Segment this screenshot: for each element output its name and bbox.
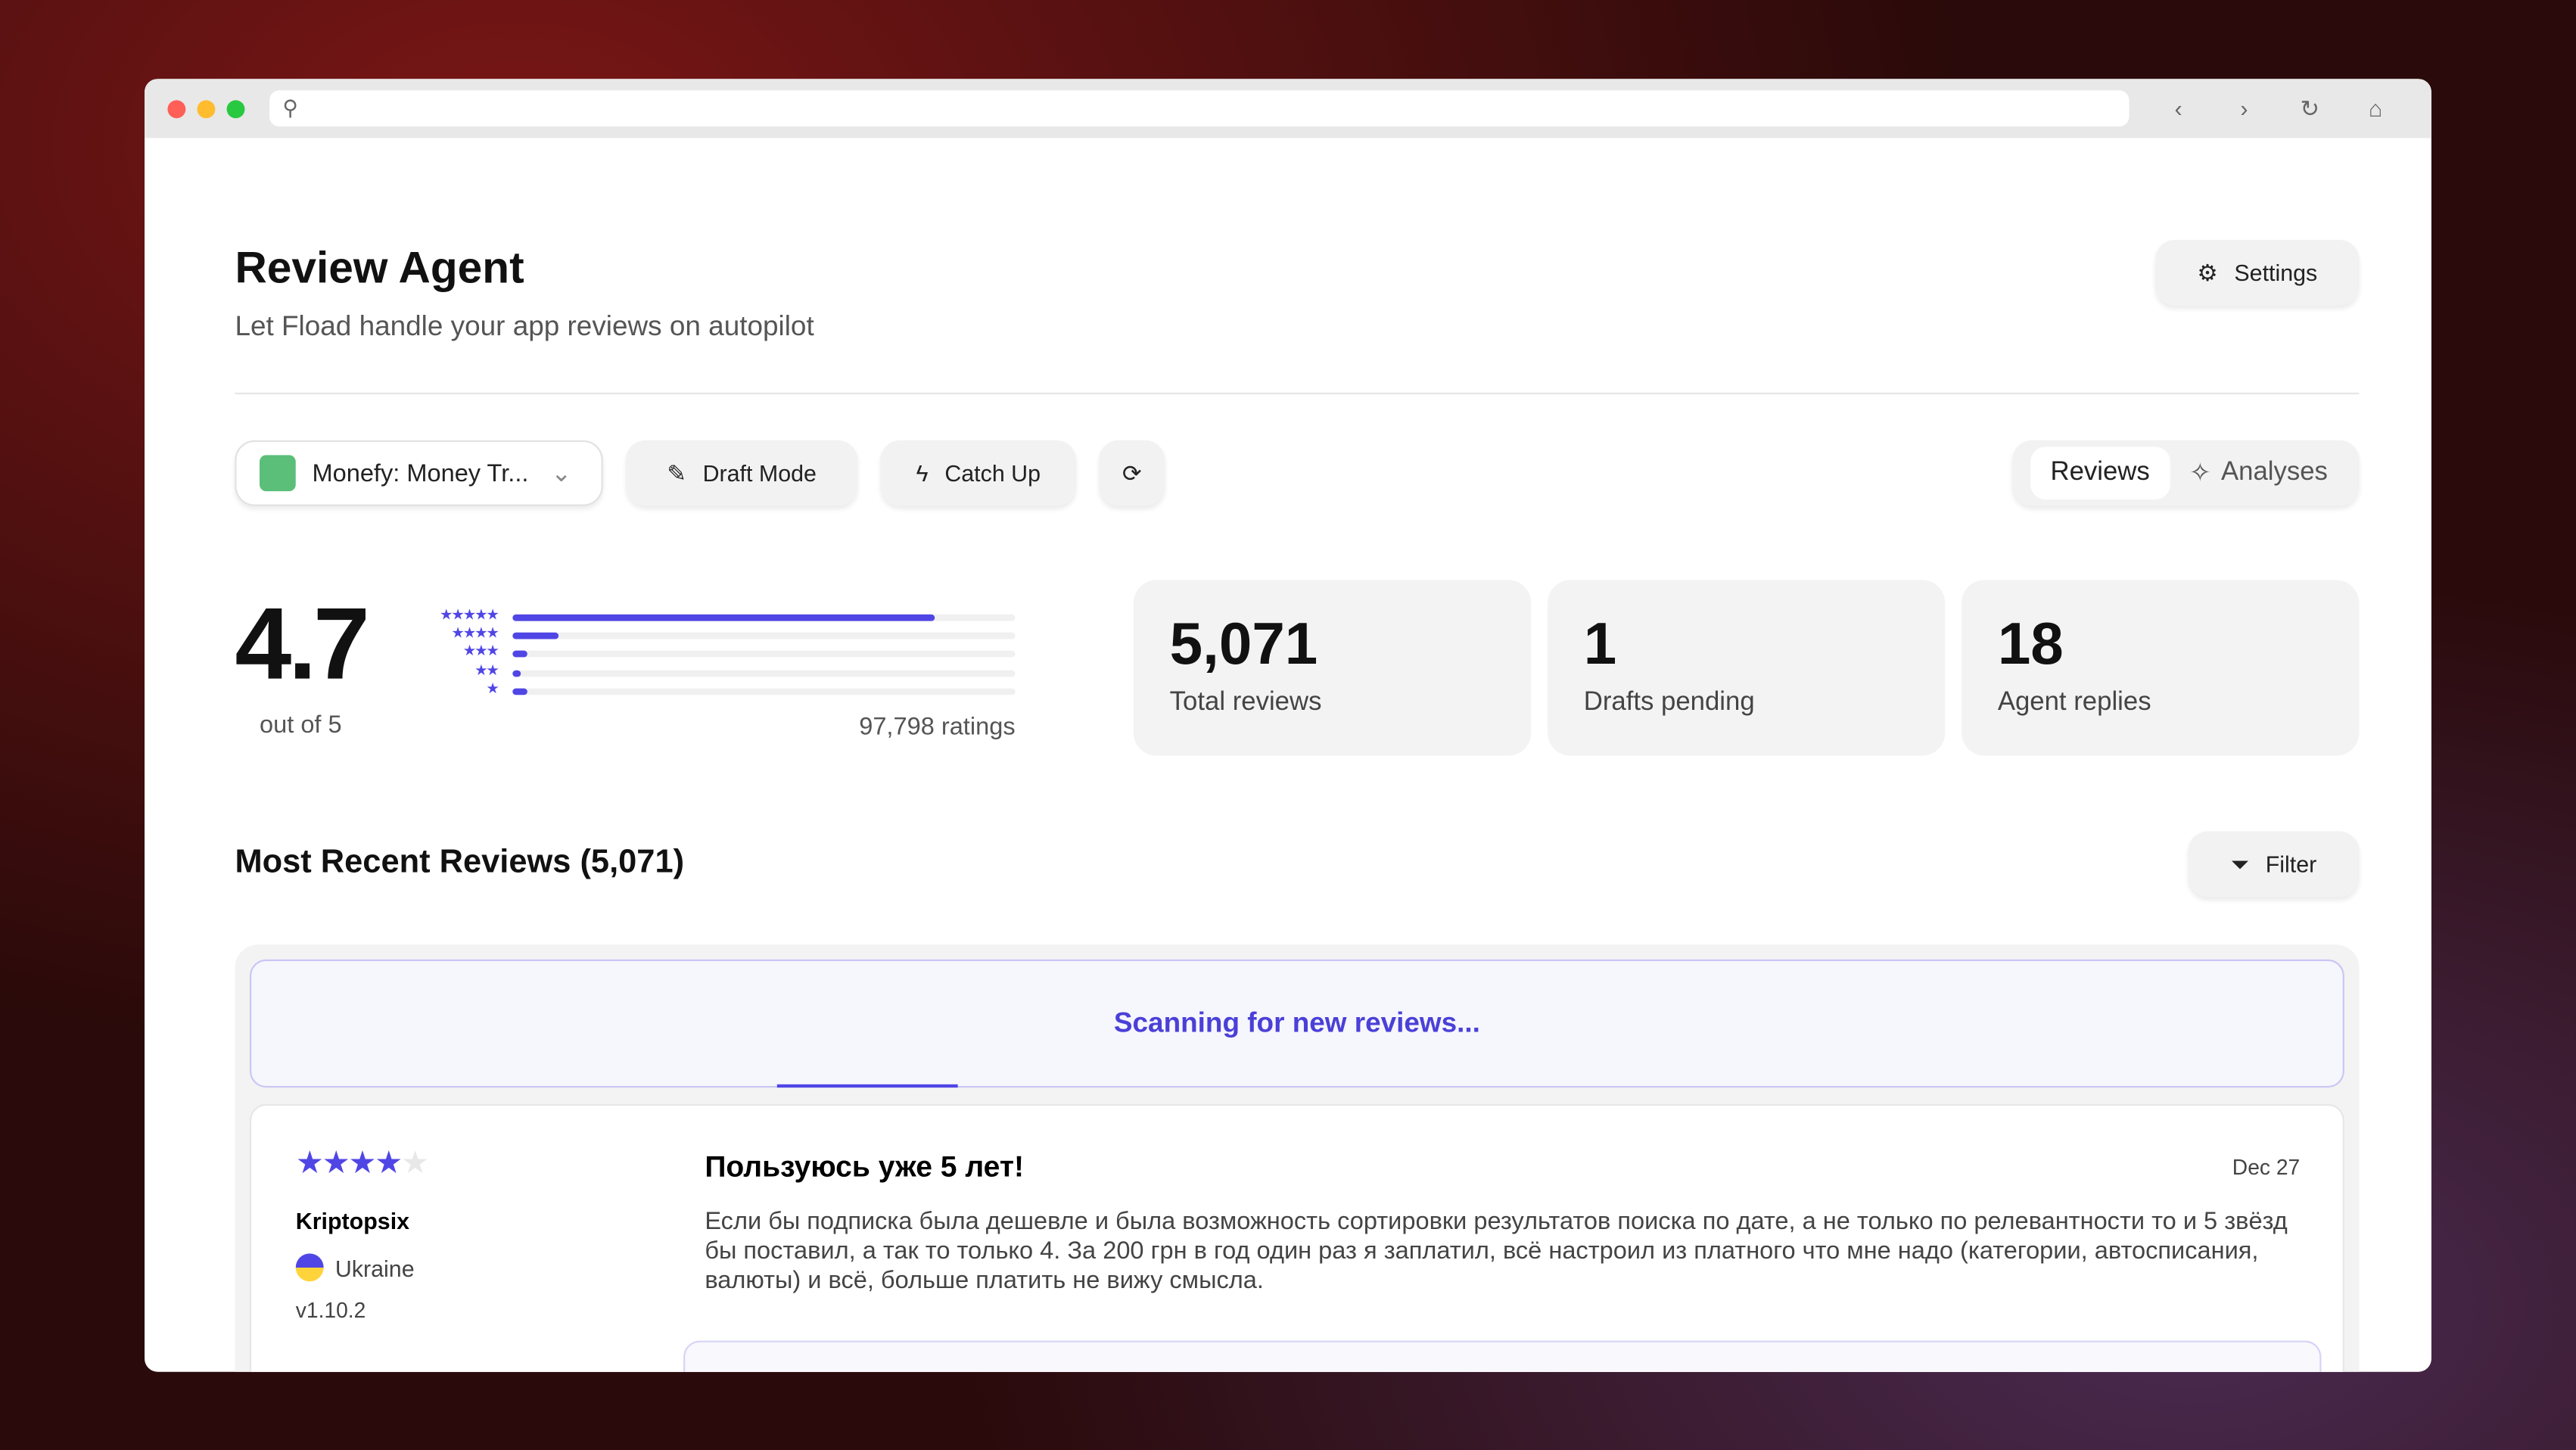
review-body: Если бы подписка была дешевле и была воз… bbox=[705, 1207, 2288, 1295]
stat-label: Total reviews bbox=[1169, 688, 1322, 717]
minimize-window-button[interactable] bbox=[197, 99, 216, 118]
tab-reviews[interactable]: Reviews bbox=[2030, 447, 2170, 499]
total-ratings: 97,798 ratings bbox=[859, 713, 1016, 742]
review-card[interactable]: ★★★★★ Kriptopsix Ukraine v1.10.2 Пользую… bbox=[249, 1103, 2344, 1372]
page-content: Review Agent Let Fload handle your app r… bbox=[145, 151, 2431, 1372]
draft-mode-label: Draft Mode bbox=[702, 459, 817, 487]
stat-drafts-pending: 1 Drafts pending bbox=[1547, 580, 1946, 756]
divider bbox=[235, 392, 2360, 395]
lightning-icon: ϟ bbox=[916, 459, 929, 487]
browser-window: ⚲ ‹ › ↻ ⌂ Review Agent Let Fload handle … bbox=[145, 79, 2431, 1372]
search-icon: ⚲ bbox=[282, 95, 299, 120]
section-title: Most Recent Reviews (5,071) bbox=[235, 844, 685, 881]
out-of-label: out of 5 bbox=[260, 711, 342, 739]
distribution-stars: ★★★ bbox=[462, 643, 499, 660]
tab-reviews-label: Reviews bbox=[2050, 458, 2150, 487]
distribution-track bbox=[512, 669, 1016, 677]
stat-value: 1 bbox=[1583, 609, 1617, 677]
browser-titlebar: ⚲ ‹ › ↻ ⌂ bbox=[145, 79, 2431, 138]
sparkle-icon: ✧ bbox=[2189, 459, 2211, 488]
review-version: v1.10.2 bbox=[295, 1298, 366, 1323]
filter-label: Filter bbox=[2265, 851, 2317, 878]
catch-up-label: Catch Up bbox=[944, 459, 1041, 487]
country-name: Ukraine bbox=[334, 1254, 415, 1281]
home-icon[interactable]: ⌂ bbox=[2368, 95, 2383, 122]
distribution-stars: ★★★★★ bbox=[440, 606, 499, 623]
distribution-bar bbox=[512, 633, 558, 639]
app-select[interactable]: Monefy: Money Tr... ⌄ bbox=[235, 440, 603, 506]
distribution-stars: ★★★★ bbox=[451, 624, 499, 642]
stat-value: 18 bbox=[1997, 609, 2064, 677]
filter-button[interactable]: ⏷ Filter bbox=[2188, 831, 2360, 898]
refresh-icon: ⟳ bbox=[1122, 459, 1142, 486]
distribution-track bbox=[512, 651, 1016, 658]
settings-button[interactable]: ⚙ Settings bbox=[2155, 239, 2360, 306]
reload-icon[interactable]: ↻ bbox=[2300, 94, 2320, 121]
distribution-track bbox=[512, 633, 1016, 639]
forward-icon[interactable]: › bbox=[2240, 95, 2248, 122]
gear-icon: ⚙ bbox=[2197, 258, 2218, 285]
scanning-banner: Scanning for new reviews... bbox=[249, 959, 2344, 1088]
app-icon bbox=[260, 455, 296, 492]
review-country: Ukraine bbox=[295, 1253, 415, 1282]
scan-progress bbox=[776, 1084, 958, 1088]
draft-mode-button[interactable]: ✎ Draft Mode bbox=[626, 440, 858, 506]
distribution-bar bbox=[512, 614, 935, 621]
review-date: Dec 27 bbox=[2232, 1155, 2301, 1180]
review-list: Scanning for new reviews... ★★★★★ Kripto… bbox=[235, 944, 2360, 1372]
maximize-window-button[interactable] bbox=[226, 99, 245, 118]
distribution-track bbox=[512, 688, 1016, 695]
tab-analyses[interactable]: ✧ Analyses bbox=[2176, 457, 2341, 490]
distribution-bar bbox=[512, 651, 528, 658]
settings-label: Settings bbox=[2234, 260, 2318, 286]
stat-value: 5,071 bbox=[1169, 609, 1318, 677]
close-window-button[interactable] bbox=[167, 99, 186, 118]
address-bar[interactable]: ⚲ bbox=[269, 90, 2130, 127]
stat-total-reviews: 5,071 Total reviews bbox=[1133, 580, 1532, 756]
distribution-stars: ★ bbox=[486, 680, 499, 697]
stat-agent-replies: 18 Agent replies bbox=[1962, 580, 2360, 756]
page-title: Review Agent bbox=[235, 243, 524, 293]
catch-up-button[interactable]: ϟ Catch Up bbox=[880, 440, 1076, 506]
tab-analyses-label: Analyses bbox=[2220, 458, 2328, 487]
distribution-track bbox=[512, 614, 1016, 621]
reply-draft-box bbox=[683, 1340, 2322, 1372]
stat-label: Agent replies bbox=[1997, 688, 2151, 717]
scanning-text: Scanning for new reviews... bbox=[1113, 1007, 1480, 1039]
app-select-value: Monefy: Money Tr... bbox=[312, 459, 529, 487]
chevron-down-icon: ⌄ bbox=[551, 459, 572, 488]
distribution-bar bbox=[512, 669, 521, 677]
refresh-button[interactable]: ⟳ bbox=[1099, 440, 1165, 506]
page-subtitle: Let Fload handle your app reviews on aut… bbox=[235, 310, 814, 342]
filter-icon: ⏷ bbox=[2230, 850, 2250, 877]
distribution-bar bbox=[512, 688, 528, 695]
ukraine-flag-icon bbox=[295, 1253, 324, 1282]
distribution-stars: ★★ bbox=[474, 661, 499, 678]
review-title: Пользуюсь уже 5 лет! bbox=[705, 1150, 1025, 1184]
view-tabs: Reviews ✧ Analyses bbox=[2012, 440, 2360, 506]
pencil-icon: ✎ bbox=[667, 459, 686, 486]
average-rating: 4.7 bbox=[235, 588, 369, 702]
review-author: Kriptopsix bbox=[295, 1207, 410, 1234]
back-icon[interactable]: ‹ bbox=[2174, 95, 2182, 122]
review-stars: ★★★★★ bbox=[295, 1147, 429, 1181]
stat-label: Drafts pending bbox=[1583, 688, 1755, 717]
